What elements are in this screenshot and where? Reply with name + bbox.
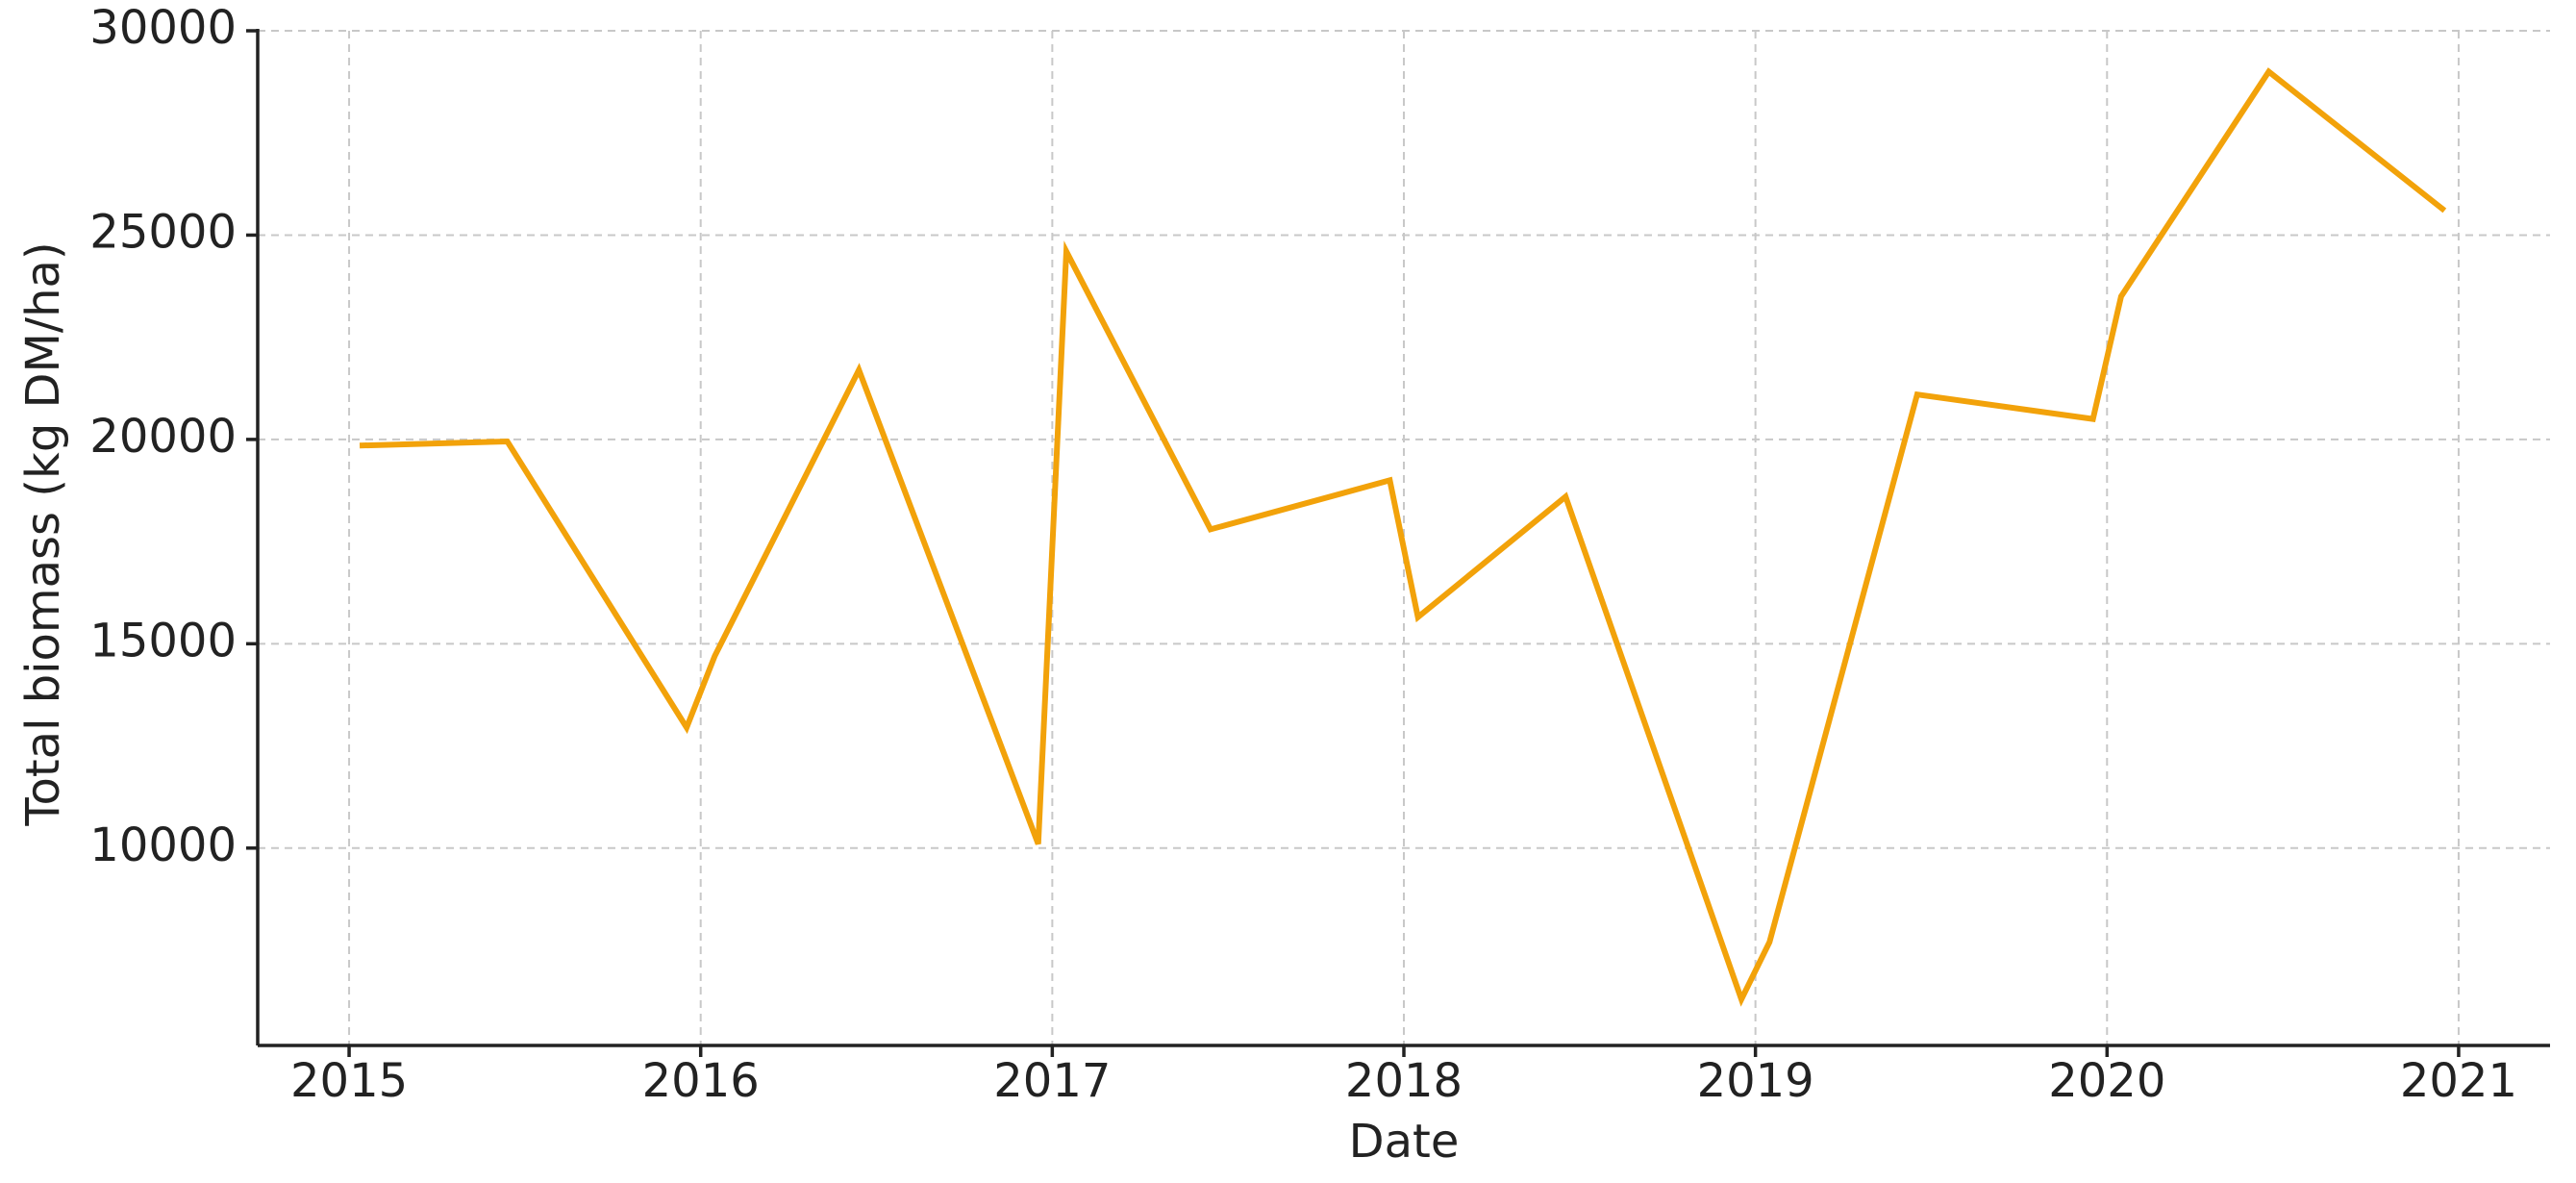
x-tick-label: 2018 (1345, 1054, 1463, 1108)
y-tick-label: 20000 (89, 410, 237, 464)
y-tick-label: 30000 (89, 1, 237, 55)
x-tick-label: 2020 (2048, 1054, 2165, 1108)
y-tick-label: 25000 (89, 205, 237, 259)
data-line (359, 67, 2447, 1007)
x-tick-label: 2017 (993, 1054, 1111, 1108)
x-axis-label: Date (1349, 1115, 1460, 1169)
x-tick-label: 2016 (642, 1054, 760, 1108)
y-tick-label: 15000 (89, 614, 237, 667)
x-tick-label: 2019 (1697, 1054, 1814, 1108)
x-tick-label: 2015 (290, 1054, 408, 1108)
y-axis-label: Total biomass (kg DM/ha) (16, 241, 70, 826)
y-tick-label: 10000 (89, 818, 237, 872)
x-tick-label: 2021 (2400, 1054, 2517, 1108)
